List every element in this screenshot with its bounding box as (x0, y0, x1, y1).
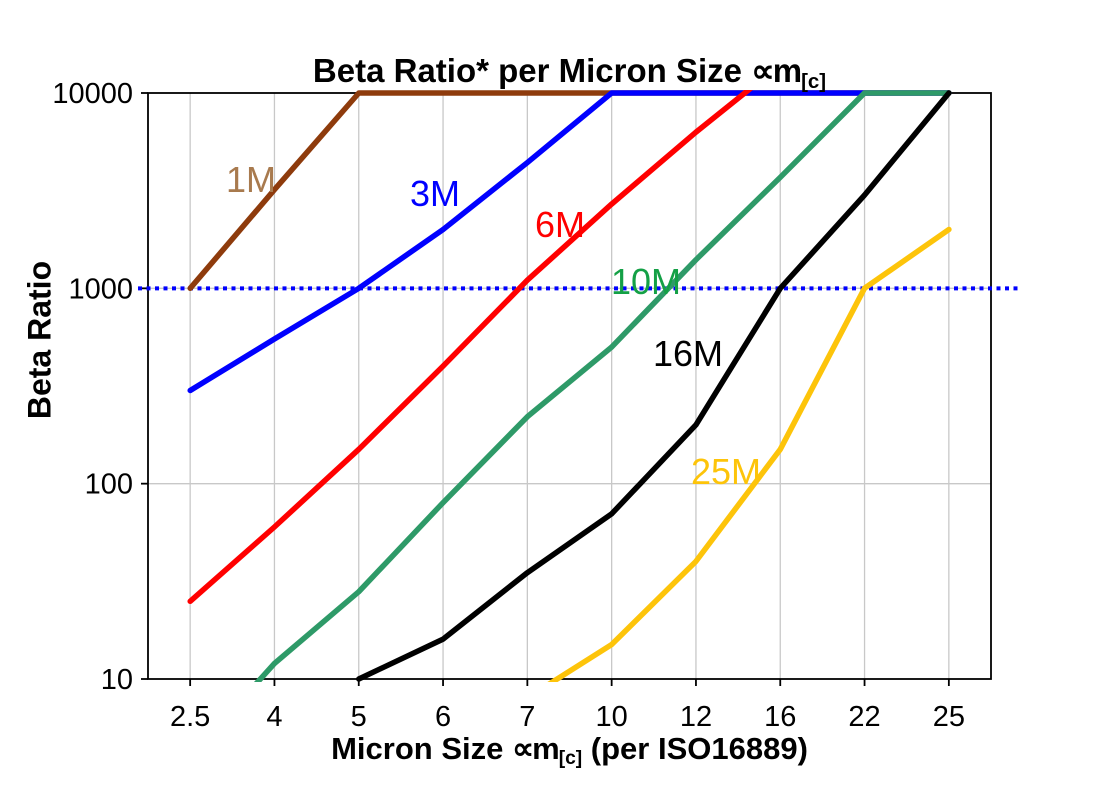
x-tick-label: 25 (933, 701, 965, 733)
chart-title-text: Beta Ratio* per Micron Size (312, 52, 752, 89)
series-line-3m (187, 90, 952, 394)
x-tick-label: 10 (596, 701, 628, 733)
series-label-16m: 16M (653, 333, 723, 374)
series-line-25m (547, 226, 952, 682)
x-axis-title-suffix: (per ISO16889) (582, 731, 808, 766)
x-tick-label: 12 (680, 701, 712, 733)
series-label-6m: 6M (535, 204, 585, 245)
x-tick-label: 6 (435, 701, 451, 733)
x-axis-title-subscript: [c] (558, 748, 583, 770)
y-tick-label: 100 (85, 469, 133, 501)
y-tick-label: 1000 (68, 273, 133, 305)
x-tick-label: 16 (764, 701, 796, 733)
x-tick-label: 7 (519, 701, 535, 733)
y-tick-label: 10000 (52, 78, 133, 110)
proportional-symbol: ∝m (751, 52, 802, 89)
series-label-3m: 3M (410, 173, 460, 214)
proportional-symbol: ∝m (511, 731, 560, 766)
series-label-1m: 1M (226, 159, 276, 200)
x-tick-label: 5 (351, 701, 367, 733)
x-tick-label: 22 (848, 701, 880, 733)
y-tick-label: 10 (101, 664, 133, 696)
chart-title-subscript: [c] (801, 69, 827, 93)
chart-title: Beta Ratio* per Micron Size ∝m[c] (148, 51, 991, 93)
x-axis-title: Micron Size ∝m[c] (per ISO16889) (148, 731, 991, 770)
series-line-6m (187, 90, 753, 605)
series-line-10m (253, 90, 952, 682)
series-group (187, 90, 952, 682)
series-label-10m: 10M (611, 261, 681, 302)
y-axis-title: Beta Ratio (21, 260, 58, 420)
x-tick-label: 2.5 (170, 701, 210, 733)
series-line-16m (356, 90, 952, 682)
x-tick-label: 4 (266, 701, 282, 733)
series-label-25m: 25M (691, 451, 761, 492)
x-axis-title-text: Micron Size (331, 731, 512, 766)
